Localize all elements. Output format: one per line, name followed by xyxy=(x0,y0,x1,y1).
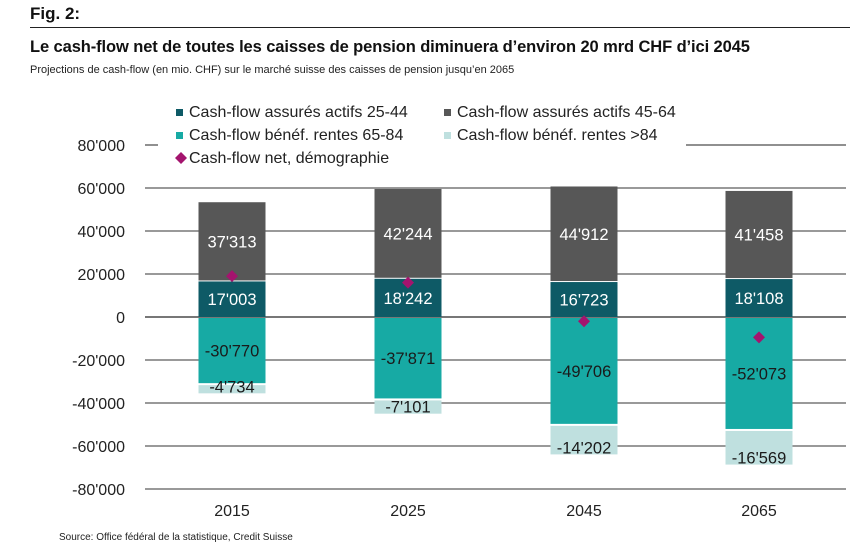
bar-value-label: -7'101 xyxy=(385,399,430,417)
header-rule xyxy=(30,27,850,28)
figure-label: Fig. 2: xyxy=(30,4,81,23)
x-tick-label: 2025 xyxy=(390,503,426,520)
net-cashflow-marker xyxy=(753,331,765,344)
legend-label: Cash-flow bénéf. rentes 65-84 xyxy=(189,127,403,144)
net-cashflow-marker xyxy=(226,270,238,283)
y-tick-label: -20'000 xyxy=(72,353,125,370)
net-cashflow-marker xyxy=(578,315,590,328)
y-tick-label: 60'000 xyxy=(77,181,125,198)
bar-value-label: -16'569 xyxy=(732,450,787,468)
y-tick-label: 0 xyxy=(116,310,125,327)
bars xyxy=(198,186,793,465)
bar-value-label: 37'313 xyxy=(207,233,256,251)
bar-labels: 17'003 37'313 -30'770 -4'734 18'242 42'244 -37… xyxy=(205,225,787,467)
y-tick-label: -60'000 xyxy=(72,439,125,456)
x-tick-label: 2015 xyxy=(214,503,250,520)
x-tick-label: 2065 xyxy=(741,503,777,520)
legend-swatch xyxy=(444,109,451,116)
bar-value-label: -14'202 xyxy=(557,439,612,457)
y-tick-label: -80'000 xyxy=(72,482,125,499)
bar-segment xyxy=(550,282,618,317)
bar-segment xyxy=(725,430,793,465)
y-tick-label: 20'000 xyxy=(77,267,125,284)
bar-value-label: 16'723 xyxy=(559,292,608,310)
bar-segment xyxy=(725,190,793,279)
bar-value-label: -49'706 xyxy=(557,363,612,381)
y-tick-label: 80'000 xyxy=(77,138,125,155)
bar-segment xyxy=(198,281,266,317)
bar-value-label: 18'108 xyxy=(734,290,783,308)
bar-value-label: 17'003 xyxy=(207,291,256,309)
bar-value-label: -52'073 xyxy=(732,365,787,383)
legend: Cash-flow assurés actifs 25-44 Cash-flow … xyxy=(175,104,676,167)
net-markers xyxy=(226,270,765,344)
bar-value-label: 18'242 xyxy=(383,290,432,308)
legend-swatch xyxy=(176,109,183,116)
source-note: Source: Office fédéral de la statistique… xyxy=(59,532,293,543)
chart-title: Le cash-flow net de toutes les caisses d… xyxy=(30,38,750,56)
y-axis-ticks: 80'000 60'000 40'000 20'000 0 -20'000 -40'000 -… xyxy=(72,138,125,499)
bar-value-label: -4'734 xyxy=(209,378,254,396)
x-axis-ticks: 2015 2025 2045 2065 xyxy=(214,503,777,520)
bar-segment xyxy=(198,318,266,384)
y-tick-label: -40'000 xyxy=(72,396,125,413)
bar-segment xyxy=(374,318,442,399)
bar-segment xyxy=(550,425,618,455)
bar-value-label: 42'244 xyxy=(383,225,432,243)
legend-diamond-icon xyxy=(175,152,187,164)
net-cashflow-marker xyxy=(402,276,414,289)
bar-segment xyxy=(725,279,793,317)
bar-value-label: -30'770 xyxy=(205,343,260,361)
bar-value-label: -37'871 xyxy=(381,350,436,368)
legend-swatch xyxy=(176,132,183,139)
legend-label: Cash-flow assurés actifs 45-64 xyxy=(457,104,676,121)
bar-segment xyxy=(550,318,618,424)
y-tick-label: 40'000 xyxy=(77,224,125,241)
legend-swatch xyxy=(444,132,451,139)
bar-value-label: 44'912 xyxy=(559,226,608,244)
legend-label: Cash-flow assurés actifs 25-44 xyxy=(189,104,408,121)
chart-subtitle: Projections de cash-flow (en mio. CHF) s… xyxy=(30,64,515,76)
legend-label: Cash-flow net, démographie xyxy=(189,150,389,167)
bar-value-label: 41'458 xyxy=(734,227,783,245)
legend-label: Cash-flow bénéf. rentes >84 xyxy=(457,127,658,144)
bar-segment xyxy=(198,385,266,394)
bar-segment xyxy=(550,186,618,282)
bar-segment xyxy=(374,188,442,278)
bar-segment xyxy=(374,400,442,414)
x-tick-label: 2045 xyxy=(566,503,602,520)
bar-segment xyxy=(198,202,266,281)
